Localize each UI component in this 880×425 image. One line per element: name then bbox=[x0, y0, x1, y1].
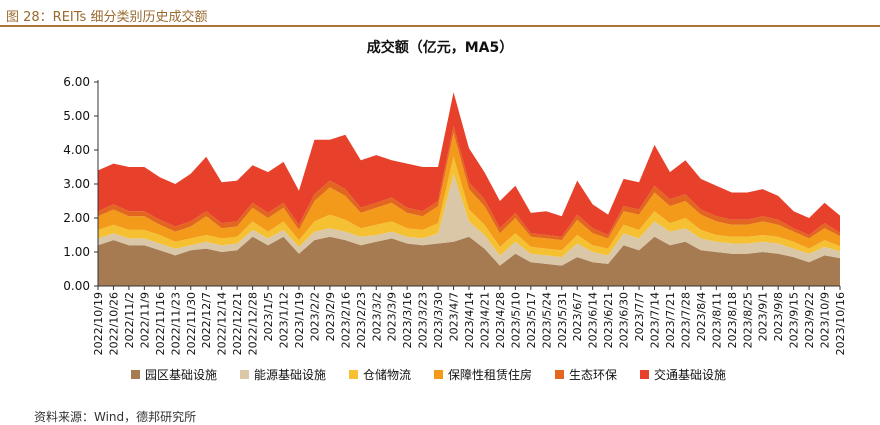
x-tick-label: 2022/12/14 bbox=[216, 292, 229, 355]
x-tick-label: 2023/6/14 bbox=[587, 292, 600, 348]
x-tick-label: 2023/5/24 bbox=[540, 292, 553, 348]
legend-swatch bbox=[640, 370, 649, 379]
legend-label: 仓储物流 bbox=[363, 367, 411, 382]
legend-swatch bbox=[349, 370, 358, 379]
x-tick-label: 2022/10/26 bbox=[107, 292, 120, 355]
x-tick-label: 2023/9/15 bbox=[788, 292, 801, 348]
area-series-0 bbox=[98, 236, 840, 286]
x-tick-label: 2023/4/14 bbox=[463, 292, 476, 348]
x-tick-label: 2023/7/21 bbox=[664, 292, 677, 348]
x-tick-label: 2022/11/23 bbox=[169, 292, 182, 355]
x-tick-label: 2023/9/1 bbox=[757, 292, 770, 341]
x-tick-label: 2023/8/4 bbox=[695, 292, 708, 341]
x-tick-label: 2022/10/19 bbox=[92, 292, 105, 355]
area-series-5 bbox=[98, 92, 840, 237]
x-tick-label: 2023/9/8 bbox=[772, 292, 785, 341]
x-tick-label: 2023/2/2 bbox=[308, 292, 321, 341]
x-tick-label: 2022/11/2 bbox=[123, 292, 136, 348]
area-series-3 bbox=[98, 133, 840, 251]
x-tick-label: 2023/3/30 bbox=[432, 292, 445, 348]
x-tick-label: 2022/11/16 bbox=[154, 292, 167, 355]
x-tick-label: 2023/8/18 bbox=[726, 292, 739, 348]
y-tick-label: 0.00 bbox=[63, 279, 90, 293]
x-tick-label: 2023/3/9 bbox=[386, 292, 399, 341]
x-tick-label: 2023/5/17 bbox=[525, 292, 538, 348]
legend-label: 保障性租赁住房 bbox=[448, 367, 532, 382]
caption-rule bbox=[0, 25, 880, 27]
x-tick-label: 2023/8/11 bbox=[710, 292, 723, 348]
x-tick-label: 2023/2/16 bbox=[339, 292, 352, 348]
x-tick-label: 2023/1/19 bbox=[293, 292, 306, 348]
x-tick-label: 2023/3/2 bbox=[370, 292, 383, 341]
x-tick-label: 2023/1/12 bbox=[278, 292, 291, 348]
area-series-4 bbox=[98, 126, 840, 241]
x-tick-label: 2023/5/31 bbox=[556, 292, 569, 348]
chart-title: 成交额（亿元，MA5） bbox=[367, 39, 514, 56]
legend-label: 能源基础设施 bbox=[254, 368, 326, 382]
x-tick-label: 2022/12/28 bbox=[247, 292, 260, 355]
x-tick-label: 2022/11/9 bbox=[138, 292, 151, 348]
x-tick-label: 2023/4/21 bbox=[478, 292, 491, 348]
x-tick-label: 2023/7/28 bbox=[679, 292, 692, 348]
y-tick-label: 3.00 bbox=[63, 177, 90, 191]
x-tick-label: 2023/9/22 bbox=[803, 292, 816, 348]
x-tick-label: 2023/4/28 bbox=[494, 292, 507, 348]
x-tick-label: 2023/3/23 bbox=[417, 292, 430, 348]
x-tick-label: 2023/10/9 bbox=[819, 292, 832, 348]
y-tick-label: 4.00 bbox=[63, 143, 90, 157]
x-tick-label: 2023/6/7 bbox=[571, 292, 584, 341]
x-tick-label: 2023/4/7 bbox=[448, 292, 461, 341]
x-tick-label: 2023/2/9 bbox=[324, 292, 337, 341]
x-tick-label: 2022/12/21 bbox=[231, 292, 244, 355]
legend-swatch bbox=[555, 370, 564, 379]
legend-label: 生态环保 bbox=[569, 368, 617, 382]
legend: 园区基础设施 能源基础设施 仓储物流 保障性租赁住房 生态环保 交通基础设施 bbox=[131, 367, 726, 382]
x-tick-label: 2023/2/23 bbox=[355, 292, 368, 348]
y-tick-label: 2.00 bbox=[63, 211, 90, 225]
x-tick-label: 2023/3/16 bbox=[401, 292, 414, 348]
area-series-2 bbox=[98, 156, 840, 258]
x-tick-label: 2023/10/16 bbox=[834, 292, 847, 355]
y-tick-label: 5.00 bbox=[63, 109, 90, 123]
legend-label: 交通基础设施 bbox=[654, 367, 726, 382]
legend-swatch bbox=[434, 370, 443, 379]
legend-swatch bbox=[131, 370, 140, 379]
x-tick-label: 2023/7/7 bbox=[633, 292, 646, 341]
x-tick-label: 2022/11/30 bbox=[185, 292, 198, 355]
legend-swatch bbox=[240, 370, 249, 379]
y-tick-label: 6.00 bbox=[63, 75, 90, 89]
x-tick-label: 2023/6/21 bbox=[602, 292, 615, 348]
x-tick-label: 2022/12/7 bbox=[200, 292, 213, 348]
legend-label: 园区基础设施 bbox=[145, 368, 217, 382]
source-note: 资料来源：Wind，德邦研究所 bbox=[34, 410, 197, 424]
area-layers bbox=[98, 92, 840, 286]
stacked-area-chart: 成交额（亿元，MA5） 0.00 1.00 2.00 3.00 4.00 5.00 6.00… bbox=[63, 39, 847, 382]
x-tick-label: 2023/6/30 bbox=[618, 292, 631, 348]
x-tick-label: 2023/8/25 bbox=[741, 292, 754, 348]
y-tick-label: 1.00 bbox=[63, 245, 90, 259]
x-tick-label: 2023/5/10 bbox=[509, 292, 522, 348]
x-tick-label: 2023/7/14 bbox=[649, 292, 662, 348]
x-tick-label: 2023/1/5 bbox=[262, 292, 275, 341]
figure-caption: 图 28：REITs 细分类别历史成交额 bbox=[6, 10, 208, 25]
